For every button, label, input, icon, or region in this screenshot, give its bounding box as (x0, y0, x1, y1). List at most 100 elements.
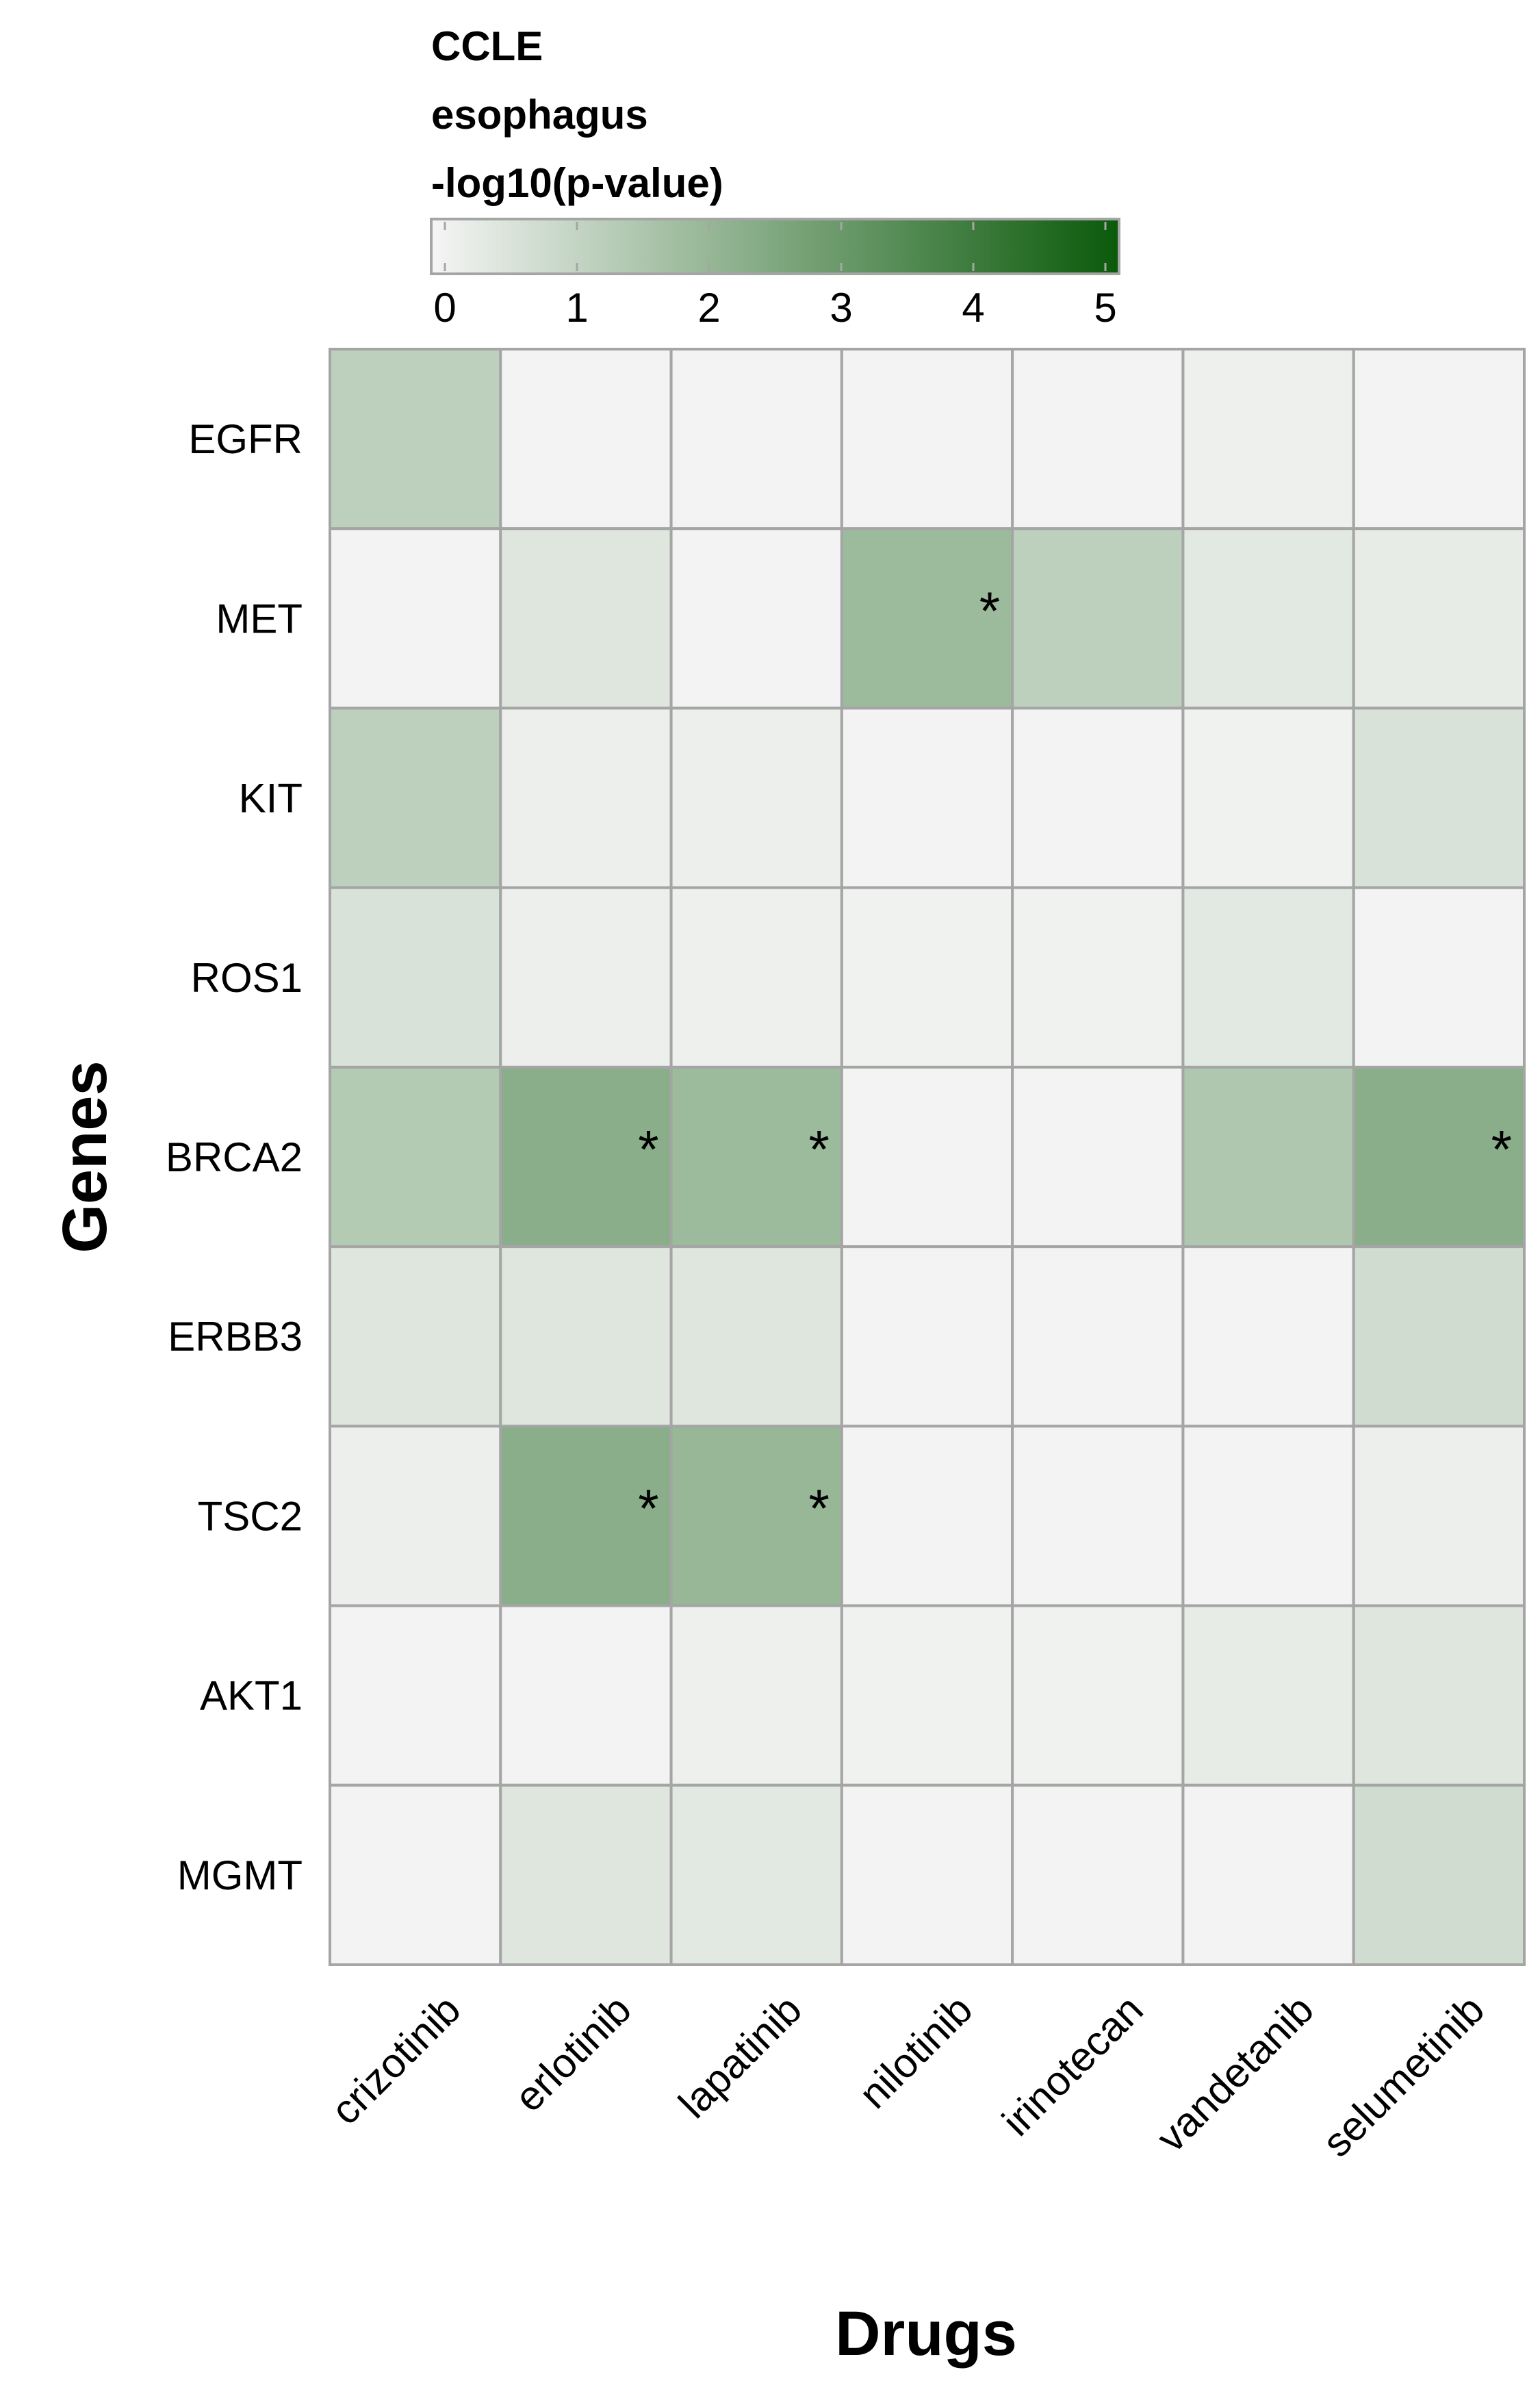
heatmap-cell-erbb3-selumetinib (1352, 1245, 1526, 1428)
heatmap-cell-kit-lapatinib (669, 706, 843, 889)
legend-ticks: 0 1 2 3 4 5 (433, 222, 1117, 331)
heatmap-cell-met-selumetinib (1352, 527, 1526, 710)
heatmap-cell-tsc2-selumetinib (1352, 1425, 1526, 1607)
heatmap-cell-egfr-crizotinib (329, 348, 502, 531)
significance-star: * (1491, 1119, 1512, 1180)
heatmap-cell-erbb3-nilotinib (840, 1245, 1014, 1428)
heatmap-cell-kit-erlotinib (499, 706, 673, 889)
heatmap-cell-brca2-selumetinib (1352, 1065, 1526, 1249)
gene-label-egfr: EGFR (188, 416, 303, 462)
heatmap-cell-mgmt-selumetinib (1352, 1783, 1526, 1967)
legend-tick-label: 2 (697, 285, 720, 331)
significance-star: * (808, 1478, 829, 1538)
heatmap-cell-kit-nilotinib (840, 706, 1014, 889)
heatmap-cell-ros1-erlotinib (499, 886, 673, 1069)
drug-label-crizotinib: crizotinib (322, 1987, 470, 2134)
heatmap-cell-erbb3-lapatinib (669, 1245, 843, 1428)
gene-label-kit: KIT (239, 776, 303, 821)
heatmap-cell-egfr-nilotinib (840, 348, 1014, 531)
heatmap-cell-akt1-selumetinib (1352, 1604, 1526, 1787)
legend-tick-label: 4 (962, 285, 984, 331)
gene-label-erbb3: ERBB3 (168, 1314, 303, 1360)
heatmap-cell-tsc2-lapatinib (669, 1425, 843, 1607)
gene-label-brca2: BRCA2 (166, 1134, 303, 1180)
heatmap-cell-brca2-irinotecan (1011, 1065, 1185, 1249)
heatmap-cell-met-vandetanib (1181, 527, 1355, 710)
heatmap-cell-tsc2-erlotinib (499, 1425, 673, 1607)
heatmap-cell-akt1-erlotinib (499, 1604, 673, 1787)
legend-title-line-3: -log10(p-value) (431, 160, 723, 206)
significance-markers: * * * * * * (638, 581, 1512, 1538)
heatmap-cell-egfr-selumetinib (1352, 348, 1526, 531)
heatmap-cell-ros1-irinotecan (1011, 886, 1185, 1069)
legend-title-line-1: CCLE (431, 23, 543, 69)
heatmap-cell-met-lapatinib (669, 527, 843, 710)
gene-labels: EGFR MET KIT ROS1 BRCA2 ERBB3 TSC2 AKT1 MGMT (166, 416, 303, 1898)
legend-tick-label: 0 (433, 285, 456, 331)
heatmap-cell-tsc2-nilotinib (840, 1425, 1014, 1607)
gene-label-ros1: ROS1 (191, 955, 303, 1001)
heatmap-cell-egfr-lapatinib (669, 348, 843, 531)
gene-label-met: MET (216, 596, 303, 641)
heatmap-cell-brca2-crizotinib (329, 1065, 502, 1249)
heatmap-cell-met-irinotecan (1011, 527, 1185, 710)
heatmap-cell-akt1-nilotinib (840, 1604, 1014, 1787)
drug-label-erlotinib: erlotinib (506, 1987, 640, 2121)
heatmap-cell-akt1-irinotecan (1011, 1604, 1185, 1787)
significance-star: * (638, 1478, 658, 1538)
heatmap-cell-mgmt-erlotinib (499, 1783, 673, 1967)
heatmap-cell-egfr-erlotinib (499, 348, 673, 531)
legend-tick-label: 5 (1094, 285, 1116, 331)
significance-star: * (808, 1119, 829, 1180)
heatmap-cell-kit-irinotecan (1011, 706, 1185, 889)
legend-title-line-2: esophagus (431, 92, 648, 138)
heatmap-cell-egfr-vandetanib (1181, 348, 1355, 531)
x-axis-title: Drugs (835, 2299, 1017, 2369)
heatmap-cell-met-crizotinib (329, 527, 502, 710)
gene-label-mgmt: MGMT (177, 1852, 303, 1898)
heatmap-cell-kit-crizotinib (329, 706, 502, 889)
heatmap-cell-ros1-crizotinib (329, 886, 502, 1069)
heatmap-cell-akt1-vandetanib (1181, 1604, 1355, 1787)
heatmap-cell-mgmt-irinotecan (1011, 1783, 1185, 1967)
drug-label-irinotecan: irinotecan (993, 1987, 1151, 2145)
significance-star: * (638, 1119, 658, 1180)
heatmap-cell-ros1-lapatinib (669, 886, 843, 1069)
heatmap-cell-brca2-lapatinib (669, 1065, 843, 1249)
heatmap-cell-erbb3-erlotinib (499, 1245, 673, 1428)
heatmap-cell-ros1-selumetinib (1352, 886, 1526, 1069)
heatmap-cell-kit-vandetanib (1181, 706, 1355, 889)
drug-label-nilotinib: nilotinib (850, 1987, 981, 2117)
heatmap-cell-kit-selumetinib (1352, 706, 1526, 889)
heatmap-cell-ros1-nilotinib (840, 886, 1014, 1069)
heatmap-cell-mgmt-crizotinib (329, 1783, 502, 1967)
heatmap-cell-mgmt-vandetanib (1181, 1783, 1355, 1967)
heatmap-cell-tsc2-vandetanib (1181, 1425, 1355, 1607)
drug-labels: crizotinib erlotinib lapatinib nilotinib iri… (322, 1987, 1493, 2166)
heatmap-cells (329, 348, 1526, 1967)
heatmap-cell-egfr-irinotecan (1011, 348, 1185, 531)
drug-label-selumetinib: selumetinib (1313, 1987, 1493, 2166)
heatmap-cell-akt1-lapatinib (669, 1604, 843, 1787)
heatmap-cell-brca2-nilotinib (840, 1065, 1014, 1249)
gene-label-akt1: AKT1 (200, 1673, 303, 1719)
heatmap-cell-tsc2-crizotinib (329, 1425, 502, 1607)
drug-label-lapatinib: lapatinib (670, 1987, 810, 2127)
heatmap-cell-mgmt-nilotinib (840, 1783, 1014, 1967)
drug-label-vandetanib: vandetanib (1148, 1987, 1322, 2161)
heatmap-cell-akt1-crizotinib (329, 1604, 502, 1787)
heatmap-cell-erbb3-vandetanib (1181, 1245, 1355, 1428)
heatmap-cell-mgmt-lapatinib (669, 1783, 843, 1967)
heatmap-cell-brca2-vandetanib (1181, 1065, 1355, 1249)
y-axis-title: Genes (50, 1060, 120, 1253)
gene-label-tsc2: TSC2 (198, 1493, 303, 1539)
legend-color-bar (430, 218, 1120, 275)
legend-tick-label: 3 (830, 285, 852, 331)
color-legend: CCLE esophagus -log10(p-value) 0 1 2 3 4 5 (430, 23, 1120, 331)
legend-tick-label: 1 (565, 285, 588, 331)
heatmap-cell-met-erlotinib (499, 527, 673, 710)
significance-star: * (979, 581, 1000, 641)
heatmap-cell-erbb3-irinotecan (1011, 1245, 1185, 1428)
heatmap-cell-tsc2-irinotecan (1011, 1425, 1185, 1607)
